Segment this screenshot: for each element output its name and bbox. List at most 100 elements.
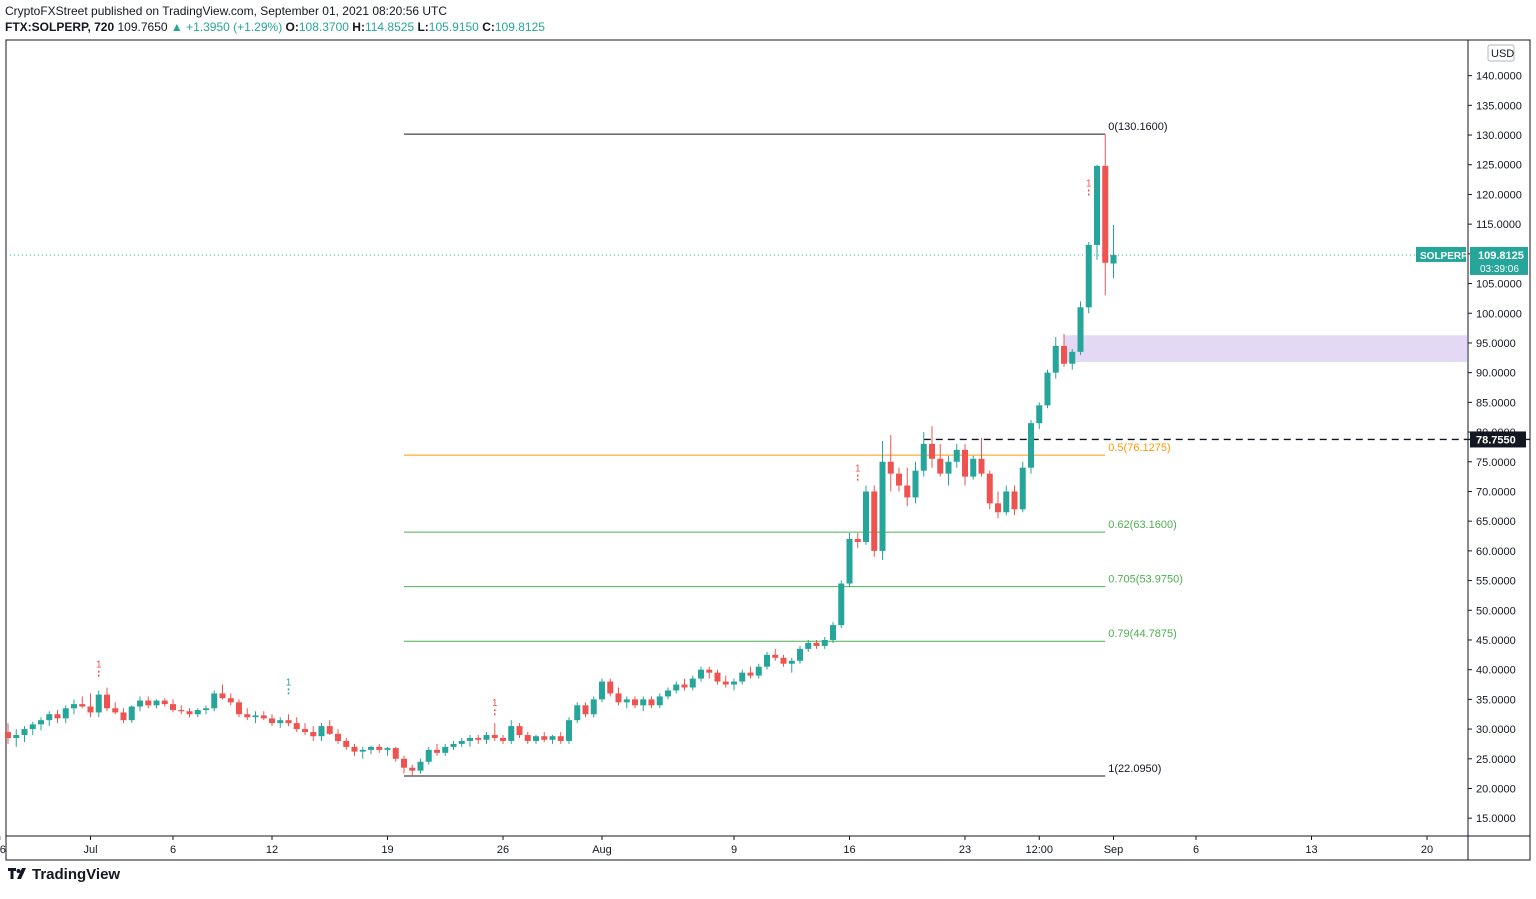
tradingview-brand-text: TradingView	[32, 866, 121, 883]
candle-body	[434, 749, 440, 753]
candle-body	[904, 485, 911, 498]
candle-body	[524, 735, 531, 741]
candle-body	[533, 736, 539, 741]
fib-level-label: 0.5(76.1275)	[1108, 442, 1170, 454]
time-axis-label: 26	[0, 844, 6, 856]
price-axis-label: 120.0000	[1476, 189, 1522, 201]
candle-body	[929, 443, 935, 459]
candle-body	[516, 726, 523, 736]
candle-body	[582, 705, 589, 715]
candle-body	[186, 711, 193, 715]
symbol-label[interactable]: FTX:SOLPERP, 720	[5, 20, 115, 34]
price-axis-label: 85.0000	[1476, 397, 1516, 409]
candle-body	[409, 767, 416, 771]
candle-body	[714, 672, 721, 682]
symbol-tag	[1416, 246, 1466, 262]
chart-border	[5, 39, 1531, 861]
candle-body	[368, 746, 374, 750]
candle-body	[170, 704, 176, 711]
candle-body	[854, 538, 861, 542]
time-axis-label: Jul	[83, 844, 97, 856]
candle-body	[780, 657, 787, 664]
time-axis-label: Sep	[1104, 844, 1124, 856]
candle-body	[838, 583, 845, 626]
candle-body	[912, 470, 919, 498]
candle-body	[1069, 351, 1076, 364]
candle-body	[417, 761, 424, 771]
candle-body	[871, 491, 878, 551]
time-axis-label: Aug	[592, 844, 612, 856]
candle-body	[945, 461, 952, 474]
candle-body	[1052, 345, 1059, 373]
candle-body	[574, 705, 581, 721]
candle-body	[425, 749, 432, 762]
candle-body	[1094, 165, 1100, 245]
candle-body	[137, 700, 143, 707]
candle-body	[203, 708, 209, 711]
candle-body	[673, 684, 680, 691]
candle-body	[970, 458, 977, 477]
candle-body	[71, 704, 77, 709]
candle-body	[920, 443, 927, 471]
candle-body	[887, 461, 894, 474]
candle-body	[879, 461, 886, 551]
candle-body	[491, 735, 498, 738]
candle-body	[244, 714, 251, 718]
candle-body	[1028, 423, 1034, 468]
candle-body	[632, 699, 638, 706]
candle-body	[863, 491, 869, 542]
candle-body	[978, 458, 985, 474]
candle-body	[153, 700, 160, 706]
time-axis-label: 19	[381, 844, 393, 856]
low-value: 105.9150	[428, 20, 479, 34]
open-value: 108.3700	[298, 20, 349, 34]
time-axis-label: 6	[1193, 844, 1199, 856]
candle-body	[937, 458, 944, 474]
candle-body	[211, 693, 218, 709]
price-axis-label: 105.0000	[1476, 279, 1522, 291]
candle-body	[788, 660, 795, 664]
candle-body	[5, 732, 11, 738]
candle-body	[821, 639, 828, 646]
candle-body	[1036, 405, 1043, 424]
candle-body	[269, 718, 275, 724]
price-axis-label: 70.0000	[1476, 486, 1516, 498]
price-axis-label: 115.0000	[1476, 219, 1521, 231]
candle-body	[21, 729, 28, 736]
time-axis-label: 6	[170, 844, 176, 856]
candle-body	[95, 694, 102, 713]
candle-body	[648, 699, 655, 706]
fib-level-label: 0.705(53.9750)	[1108, 574, 1183, 586]
time-axis-label: 23	[959, 844, 971, 856]
candle-body	[194, 710, 201, 715]
candle-body	[384, 748, 391, 750]
candle-body	[104, 694, 110, 709]
candle-body	[62, 708, 69, 719]
candle-body	[1085, 244, 1092, 308]
price-axis-label: 15.0000	[1476, 813, 1516, 825]
close-value: 109.8125	[494, 20, 545, 34]
low-label: L:	[417, 20, 429, 34]
candle-body	[392, 748, 399, 759]
candle-body	[698, 669, 704, 679]
price-axis-label: 135.0000	[1476, 100, 1522, 112]
price-axis-label: 40.0000	[1476, 665, 1516, 677]
price-axis-label: 25.0000	[1476, 754, 1516, 766]
candle-body	[986, 473, 993, 504]
candle-body	[1011, 491, 1018, 510]
countdown-label: 03:39:06	[1480, 264, 1519, 275]
candle-body	[755, 666, 762, 676]
price-axis-label: 55.0000	[1476, 576, 1516, 588]
candle-body	[706, 669, 713, 673]
support-price-box	[1470, 431, 1526, 448]
candle-body	[29, 724, 36, 730]
candle-body	[120, 712, 127, 721]
candle-body	[326, 726, 333, 734]
time-axis-label: 12:00	[1025, 844, 1053, 856]
demand-zone	[1064, 335, 1468, 362]
candle-body	[500, 737, 506, 741]
currency-label: USD	[1491, 48, 1514, 60]
candle-body	[590, 699, 597, 715]
